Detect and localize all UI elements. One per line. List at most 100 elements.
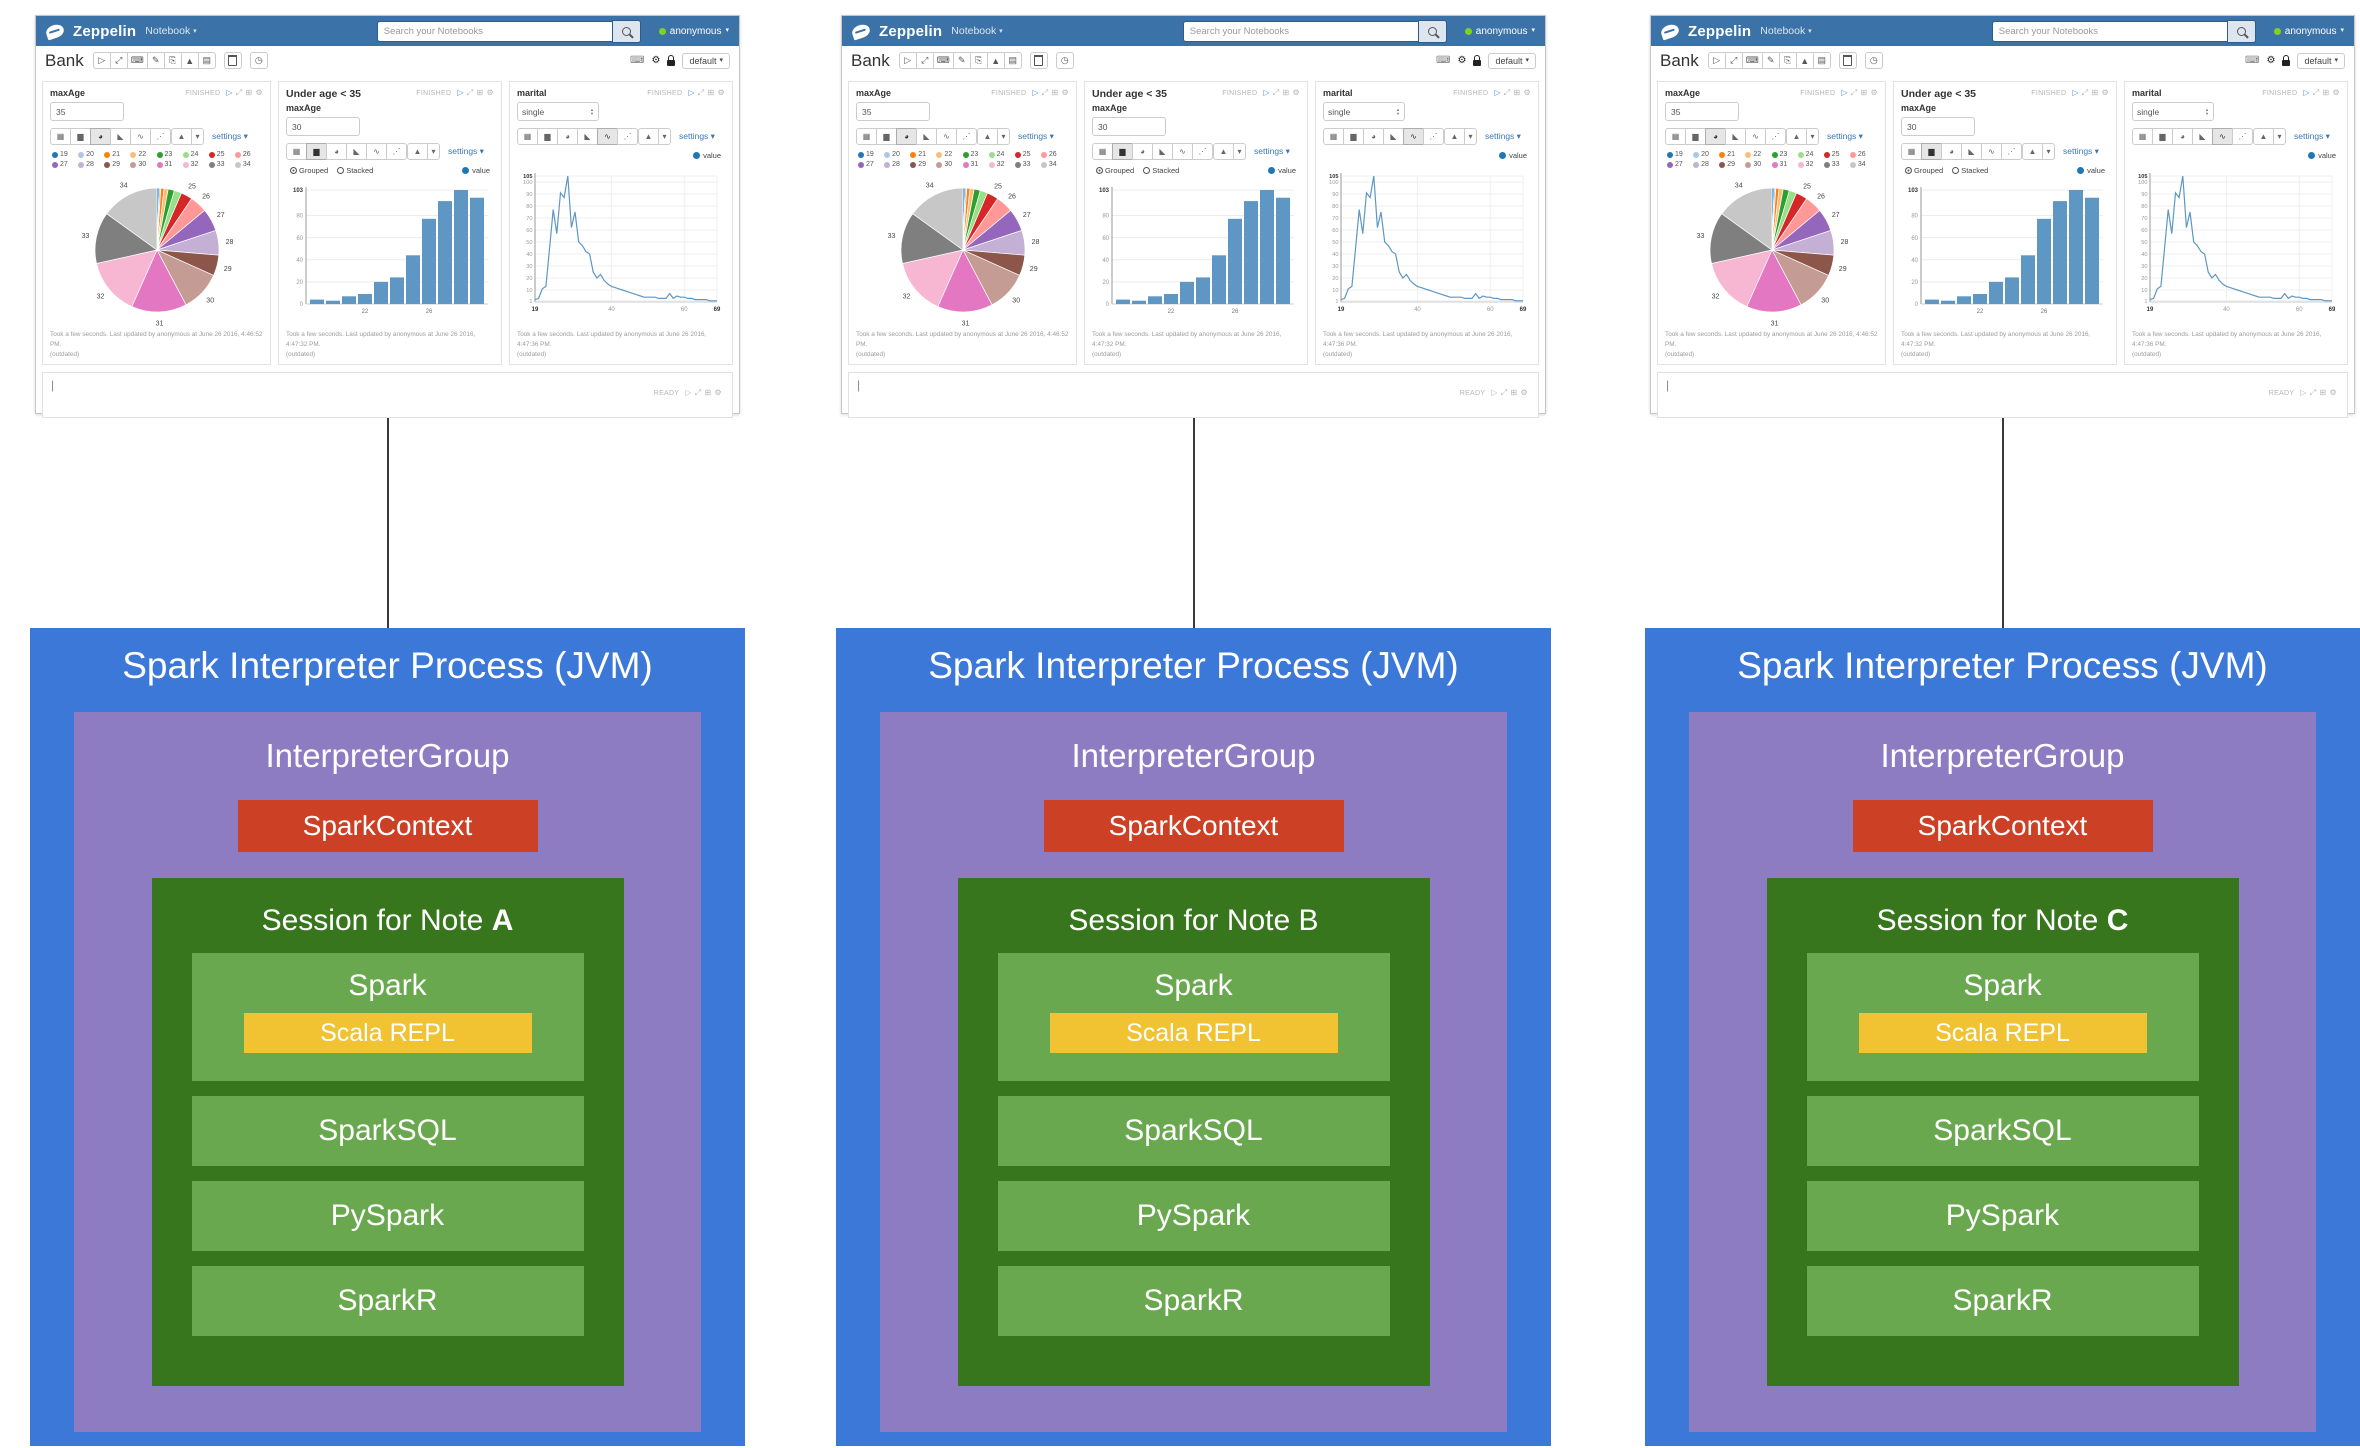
line-chart-icon[interactable]: ∿ — [1745, 128, 1766, 145]
area-chart-icon[interactable]: ◣ — [1383, 128, 1404, 145]
trash-icon[interactable] — [223, 52, 242, 69]
marital-select[interactable]: single ▲ ▼ — [2132, 102, 2214, 121]
maxage-input[interactable] — [286, 117, 360, 136]
area-chart-icon[interactable]: ◣ — [1961, 143, 1982, 160]
legend-item[interactable]: 21 — [104, 151, 130, 158]
fullscreen-icon[interactable]: ⤢ — [915, 52, 934, 69]
run-icon[interactable]: ▷ — [1032, 88, 1039, 97]
legend-item[interactable]: 20 — [884, 151, 910, 158]
run-icon[interactable]: ▷ — [226, 88, 233, 97]
download-icon[interactable]: ▲ — [1213, 143, 1234, 160]
area-chart-icon[interactable]: ◣ — [110, 128, 131, 145]
pie-chart-icon[interactable]: ◕ — [2172, 128, 2193, 145]
legend-item[interactable]: 28 — [1693, 161, 1719, 168]
maximize-icon[interactable]: ⤢ — [1850, 88, 1858, 97]
legend-item[interactable]: 34 — [1849, 161, 1876, 168]
legend-item[interactable]: 28 — [884, 161, 910, 168]
download-icon[interactable]: ▲ — [171, 128, 192, 145]
search-input[interactable] — [376, 20, 612, 42]
empty-paragraph-editor[interactable]: | READY ▷ ⤢ ⊞ ⚙ — [1657, 372, 2348, 418]
maximize-icon[interactable]: ⤢ — [2312, 88, 2320, 97]
line-chart-icon[interactable]: ∿ — [1172, 143, 1193, 160]
fullscreen-icon[interactable]: ⤢ — [109, 52, 128, 69]
search-input[interactable] — [1991, 20, 2227, 42]
run-icon[interactable]: ▷ — [688, 88, 695, 97]
play-icon[interactable]: ▷ — [92, 52, 111, 69]
bar-chart-icon[interactable]: ▆ — [1112, 143, 1133, 160]
search-button[interactable] — [1417, 19, 1447, 43]
legend-item[interactable]: 32 — [182, 161, 209, 168]
file-icon[interactable]: ▤ — [1003, 52, 1022, 69]
settings-link[interactable]: settings ▾ — [448, 146, 484, 156]
area-chart-icon[interactable]: ◣ — [1152, 143, 1173, 160]
notebook-menu[interactable]: Notebook ▾ — [1760, 25, 1812, 37]
legend-item[interactable]: 21 — [1719, 151, 1745, 158]
legend-item[interactable]: 30 — [1745, 161, 1771, 168]
settings-icon[interactable]: ⚙ — [255, 88, 263, 97]
file-icon[interactable]: ▤ — [197, 52, 216, 69]
notebook-menu[interactable]: Notebook ▾ — [145, 25, 197, 37]
legend-item[interactable]: 24 — [182, 151, 209, 158]
legend-item[interactable]: 20 — [78, 151, 104, 158]
download-icon[interactable]: ▲ — [1786, 128, 1807, 145]
download-icon[interactable]: ▲ — [977, 128, 998, 145]
legend-item[interactable]: 33 — [1823, 161, 1850, 168]
scatter-chart-icon[interactable]: ⋰ — [1192, 143, 1213, 160]
empty-paragraph-editor[interactable]: | READY ▷ ⤢ ⊞ ⚙ — [848, 372, 1539, 418]
interpreter-binding-button[interactable]: default ▾ — [682, 52, 730, 69]
play-icon[interactable]: ▷ — [898, 52, 917, 69]
area-chart-icon[interactable]: ◣ — [1725, 128, 1746, 145]
pencil-icon[interactable]: ✎ — [952, 52, 971, 69]
pie-chart-icon[interactable]: ◕ — [90, 128, 111, 145]
grouped-radio[interactable]: Grouped — [1096, 166, 1134, 175]
interpreter-binding-button[interactable]: default ▾ — [1488, 52, 1536, 69]
settings-icon[interactable]: ⚙ — [1523, 88, 1531, 97]
pencil-icon[interactable]: ✎ — [1761, 52, 1780, 69]
scatter-chart-icon[interactable]: ⋰ — [150, 128, 171, 145]
user-menu[interactable]: anonymous ▾ — [2273, 26, 2344, 37]
run-icon[interactable]: ▷ — [2300, 388, 2307, 397]
legend-item[interactable]: 27 — [52, 161, 78, 168]
series-legend[interactable]: value — [693, 151, 721, 160]
legend-item[interactable]: 19 — [1667, 151, 1693, 158]
search-button[interactable] — [2226, 19, 2256, 43]
legend-item[interactable]: 22 — [936, 151, 962, 158]
line-chart-icon[interactable]: ∿ — [597, 128, 618, 145]
settings-icon[interactable]: ⚙ — [2329, 388, 2337, 397]
maxage-input[interactable] — [1901, 117, 1975, 136]
area-chart-icon[interactable]: ◣ — [916, 128, 937, 145]
link-icon[interactable]: ⊞ — [2319, 388, 2327, 397]
maximize-icon[interactable]: ⤢ — [1272, 88, 1280, 97]
run-icon[interactable]: ▷ — [685, 388, 692, 397]
settings-icon[interactable]: ⚙ — [1520, 388, 1528, 397]
run-icon[interactable]: ▷ — [1491, 388, 1498, 397]
keyboard-icon[interactable]: ⌨ — [126, 52, 148, 69]
bar-chart-icon[interactable]: ▆ — [1685, 128, 1706, 145]
bar-chart-icon[interactable]: ▆ — [537, 128, 558, 145]
scatter-chart-icon[interactable]: ⋰ — [956, 128, 977, 145]
download-caret-icon[interactable]: ▾ — [997, 128, 1010, 145]
table-icon[interactable]: ▦ — [856, 128, 877, 145]
link-icon[interactable]: ⊞ — [704, 388, 712, 397]
legend-item[interactable]: 24 — [988, 151, 1015, 158]
legend-item[interactable]: 34 — [1040, 161, 1067, 168]
download-icon[interactable]: ▲ — [2253, 128, 2274, 145]
legend-item[interactable]: 25 — [208, 151, 235, 158]
clone-icon[interactable]: ⎘ — [163, 52, 182, 69]
legend-item[interactable]: 32 — [988, 161, 1015, 168]
legend-item[interactable]: 31 — [1771, 161, 1798, 168]
run-icon[interactable]: ▷ — [1494, 88, 1501, 97]
user-menu[interactable]: anonymous ▾ — [658, 26, 729, 37]
scatter-chart-icon[interactable]: ⋰ — [617, 128, 638, 145]
link-icon[interactable]: ⊞ — [2091, 88, 2099, 97]
scatter-chart-icon[interactable]: ⋰ — [2232, 128, 2253, 145]
link-icon[interactable]: ⊞ — [707, 88, 715, 97]
legend-item[interactable]: 24 — [1797, 151, 1824, 158]
legend-item[interactable]: 25 — [1014, 151, 1041, 158]
table-icon[interactable]: ▦ — [50, 128, 71, 145]
settings-icon[interactable]: ⚙ — [486, 88, 494, 97]
gear-icon[interactable]: ⚙ — [651, 55, 661, 66]
maximize-icon[interactable]: ⤢ — [1503, 88, 1511, 97]
area-chart-icon[interactable]: ◣ — [2192, 128, 2213, 145]
cron-clock-icon[interactable]: ◷ — [249, 52, 268, 69]
